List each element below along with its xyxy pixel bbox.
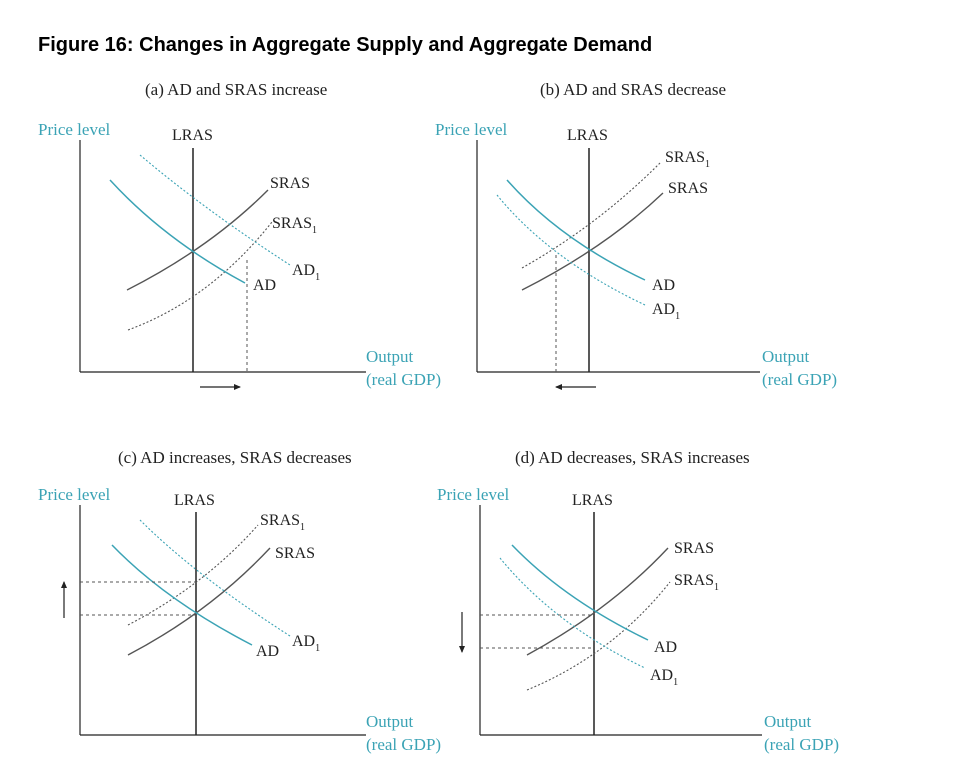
- panel-a-x-label-line1: Output: [366, 347, 414, 366]
- panel-c-sras-curve: [127, 547, 271, 656]
- panel-c-sras1-curve: [127, 524, 259, 626]
- panel-d-ad1-curve: [499, 557, 646, 669]
- panel-a-x-label-line2: (real GDP): [366, 370, 441, 389]
- panel-c-sras1-label: SRAS1: [260, 512, 305, 533]
- panel-d-x-label-line2: (real GDP): [764, 735, 839, 754]
- panel-b-sras-curve: [521, 192, 664, 291]
- panel-b-lras-label: LRAS: [567, 127, 608, 144]
- panel-d: (d) AD decreases, SRAS increases Price l…: [437, 448, 839, 754]
- panel-c-ad-curve: [111, 544, 253, 646]
- panel-a-ad1-label: AD1: [292, 262, 320, 283]
- panel-d-lras-label: LRAS: [572, 492, 613, 509]
- panel-d-y-axis-label: Price level: [437, 485, 509, 504]
- panel-a-ad1-curve: [139, 154, 291, 266]
- panel-a-lras-label: LRAS: [172, 127, 213, 144]
- figure-title: Figure 16: Changes in Aggregate Supply a…: [38, 34, 653, 56]
- panel-c: (c) AD increases, SRAS decreases Price l…: [38, 448, 441, 754]
- panel-d-sras1-label: SRAS1: [674, 572, 719, 593]
- panel-b-x-label-line2: (real GDP): [762, 370, 837, 389]
- panel-b-sras1-curve: [521, 162, 661, 269]
- panel-b: (b) AD and SRAS decrease Price level Out…: [435, 80, 837, 390]
- panel-b-ad1-curve: [496, 194, 646, 306]
- panel-c-x-label-line1: Output: [366, 712, 414, 731]
- panel-a-caption: (a) AD and SRAS increase: [145, 80, 327, 99]
- panel-b-y-axis-label: Price level: [435, 120, 507, 139]
- panel-b-ad-curve: [506, 179, 646, 281]
- panel-c-lras-label: LRAS: [174, 492, 215, 509]
- panel-b-sras-label: SRAS: [668, 180, 708, 197]
- panel-b-ad1-label: AD1: [652, 301, 680, 322]
- panel-b-x-label-line1: Output: [762, 347, 810, 366]
- panel-d-sras-curve: [526, 547, 669, 656]
- panel-d-ad-label: AD: [654, 639, 677, 656]
- panel-c-y-axis-label: Price level: [38, 485, 110, 504]
- panel-a: (a) AD and SRAS increase Price level Out…: [38, 80, 441, 390]
- panel-d-ad1-label: AD1: [650, 667, 678, 688]
- panel-d-sras1-curve: [526, 581, 671, 691]
- panel-c-x-label-line2: (real GDP): [366, 735, 441, 754]
- panel-a-sras1-label: SRAS1: [272, 215, 317, 236]
- panel-a-ad-curve: [109, 179, 246, 284]
- panel-c-ad1-label: AD1: [292, 633, 320, 654]
- panel-a-sras-label: SRAS: [270, 175, 310, 192]
- panel-d-ad-curve: [511, 544, 649, 641]
- panel-a-y-axis-label: Price level: [38, 120, 110, 139]
- panel-c-caption: (c) AD increases, SRAS decreases: [118, 448, 352, 467]
- panel-b-caption: (b) AD and SRAS decrease: [540, 80, 726, 99]
- panel-a-ad-label: AD: [253, 277, 276, 294]
- panel-c-ad-label: AD: [256, 643, 279, 660]
- panel-c-sras-label: SRAS: [275, 545, 315, 562]
- panel-d-caption: (d) AD decreases, SRAS increases: [515, 448, 750, 467]
- panel-b-ad-label: AD: [652, 277, 675, 294]
- panel-c-ad1-curve: [139, 519, 291, 637]
- panel-b-sras1-label: SRAS1: [665, 149, 710, 170]
- panel-a-sras1-curve: [127, 221, 273, 331]
- panel-d-x-label-line1: Output: [764, 712, 812, 731]
- panel-d-sras-label: SRAS: [674, 540, 714, 557]
- panel-a-sras-curve: [126, 189, 269, 291]
